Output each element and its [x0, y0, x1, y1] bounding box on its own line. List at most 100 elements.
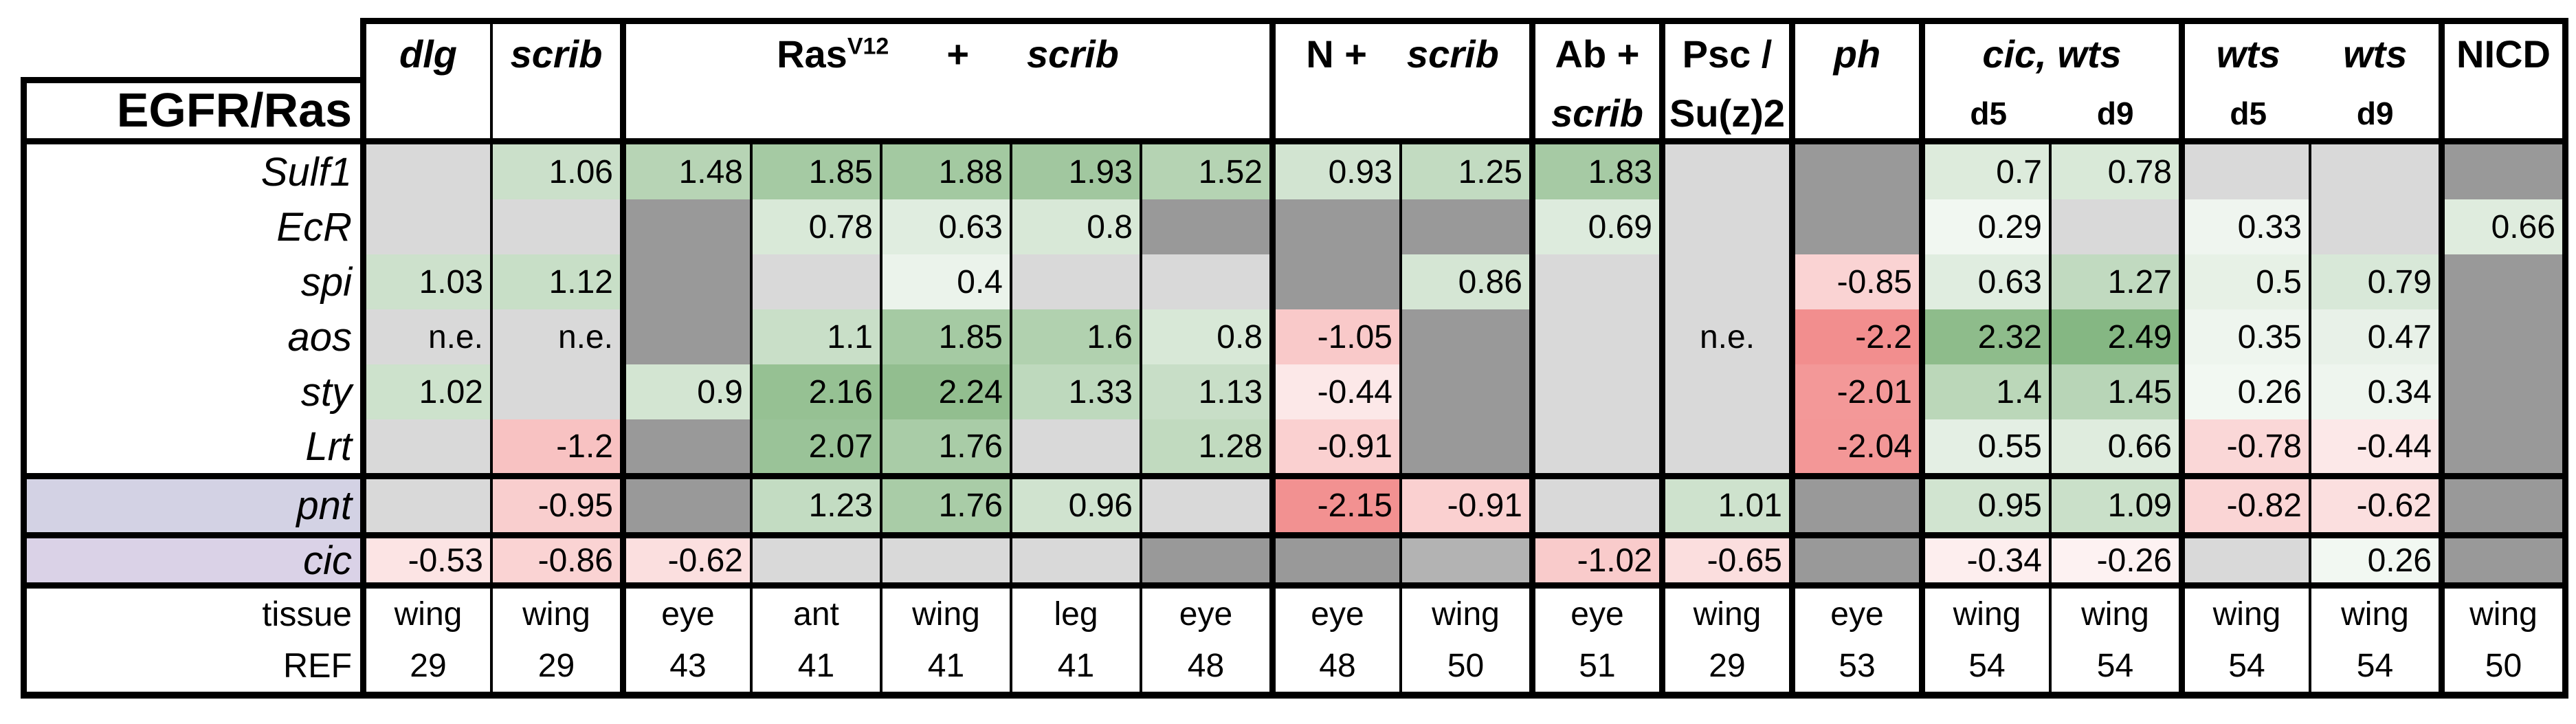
heatmap-cell [490, 364, 620, 419]
tissue-cell: wing [490, 589, 620, 639]
heatmap-cell: 1.33 [1010, 364, 1140, 419]
header-text: cic, wts [1982, 32, 2122, 76]
heatmap-cell: -2.2 [1789, 309, 1919, 364]
header-text: + [946, 32, 970, 76]
heatmap-cell [1269, 532, 1399, 589]
ref-cell: 41 [750, 639, 880, 699]
heatmap-cell [620, 199, 750, 254]
heatmap-cell [1789, 199, 1919, 254]
heatmap-cell: -0.44 [2309, 419, 2439, 473]
heatmap-cell: 1.09 [2049, 473, 2179, 532]
heatmap-cell [1399, 532, 1529, 589]
tissue-cell: leg [1010, 589, 1140, 639]
header-text: Ras [777, 32, 847, 76]
heatmap-cell [360, 419, 490, 473]
corner-header-cell: EGFR/Ras [21, 18, 360, 144]
heatmap-cell: 1.83 [1529, 144, 1659, 199]
ref-cell: 43 [620, 639, 750, 699]
heatmap-cell: -0.85 [1789, 254, 1919, 309]
header-text: scrib [1027, 32, 1119, 76]
heatmap-cell: 2.07 [750, 419, 880, 473]
heatmap-cell [1529, 309, 1659, 364]
header-text: Su(z)2 [1669, 91, 1785, 135]
heatmap-cell [2439, 419, 2568, 473]
heatmap-cell: 2.16 [750, 364, 880, 419]
column-subheader: d5 [2230, 96, 2267, 131]
heatmap-cell [360, 473, 490, 532]
ref-cell: 29 [490, 639, 620, 699]
heatmap-cell [2439, 254, 2568, 309]
heatmap-cell [620, 419, 750, 473]
heatmap-cell [620, 473, 750, 532]
heatmap-cell: 1.01 [1659, 473, 1789, 532]
heatmap-cell: 0.47 [2309, 309, 2439, 364]
column-subheader: d5 [1970, 96, 2008, 131]
heatmap-cell [1659, 199, 1789, 254]
heatmap-cell: 0.63 [1919, 254, 2049, 309]
heatmap-cell: 0.35 [2179, 309, 2309, 364]
heatmap-cell: n.e. [360, 309, 490, 364]
heatmap-cell: -0.62 [620, 532, 750, 589]
tissue-cell: eye [1140, 589, 1269, 639]
heatmap-cell [1269, 254, 1399, 309]
heatmap-cell: 2.24 [880, 364, 1010, 419]
heatmap-cell: 1.85 [880, 309, 1010, 364]
heatmap-cell: -1.2 [490, 419, 620, 473]
column-header: N + scrib [1269, 18, 1529, 144]
header-text: V12 [847, 33, 889, 60]
heatmap-cell: 1.28 [1140, 419, 1269, 473]
ref-cell: 51 [1529, 639, 1659, 699]
heatmap-cell: -0.62 [2309, 473, 2439, 532]
ref-cell: 53 [1789, 639, 1919, 699]
column-header: cic, wts d5 d9 [1919, 18, 2179, 144]
heatmap-cell [1789, 144, 1919, 199]
tissue-cell: ant [750, 589, 880, 639]
heatmap-cell [1140, 254, 1269, 309]
gene-row-label: Sulf1 [21, 144, 360, 199]
column-header: ph [1789, 18, 1919, 144]
heatmap-cell [1140, 199, 1269, 254]
tissue-cell: wing [1399, 589, 1529, 639]
tissue-cell: wing [880, 589, 1010, 639]
heatmap-cell: 1.27 [2049, 254, 2179, 309]
tissue-cell: wing [2179, 589, 2309, 639]
ref-cell: 50 [2439, 639, 2568, 699]
heatmap-cell: 0.78 [2049, 144, 2179, 199]
column-header: RasV12 + scrib [620, 18, 1269, 144]
heatmap-cell: -0.78 [2179, 419, 2309, 473]
heatmap-cell: 0.29 [1919, 199, 2049, 254]
heatmap-cell [1659, 364, 1789, 419]
heatmap-cell: 0.26 [2309, 532, 2439, 589]
heatmap-cell [620, 309, 750, 364]
heatmap-cell [2309, 199, 2439, 254]
heatmap-cell: 1.13 [1140, 364, 1269, 419]
ref-cell: 41 [1010, 639, 1140, 699]
tissue-cell: wing [2439, 589, 2568, 639]
heatmap-cell [1399, 364, 1529, 419]
heatmap-cell: 1.93 [1010, 144, 1140, 199]
heatmap-cell [1529, 364, 1659, 419]
heatmap-cell: 0.4 [880, 254, 1010, 309]
column-header: scrib [490, 18, 620, 144]
heatmap-cell [360, 144, 490, 199]
tissue-cell: eye [1789, 589, 1919, 639]
heatmap-cell: -0.53 [360, 532, 490, 589]
tissue-cell: eye [1529, 589, 1659, 639]
heatmap-cell: 1.23 [750, 473, 880, 532]
heatmap-cell: 1.12 [490, 254, 620, 309]
heatmap-cell [1789, 532, 1919, 589]
heatmap-cell: 1.88 [880, 144, 1010, 199]
heatmap-cell: 1.25 [1399, 144, 1529, 199]
heatmap-cell: -0.26 [2049, 532, 2179, 589]
header-text: NICD [2456, 32, 2551, 76]
heatmap-cell [490, 199, 620, 254]
heatmap-cell: -0.34 [1919, 532, 2049, 589]
column-header: dlg [360, 18, 490, 144]
heatmap-cell: -1.02 [1529, 532, 1659, 589]
header-text: ph [1833, 32, 1881, 76]
ref-cell: 29 [1659, 639, 1789, 699]
heatmap-cell [2179, 532, 2309, 589]
heatmap-cell: 1.6 [1010, 309, 1140, 364]
ref-cell: 41 [880, 639, 1010, 699]
ref-cell: 54 [2179, 639, 2309, 699]
